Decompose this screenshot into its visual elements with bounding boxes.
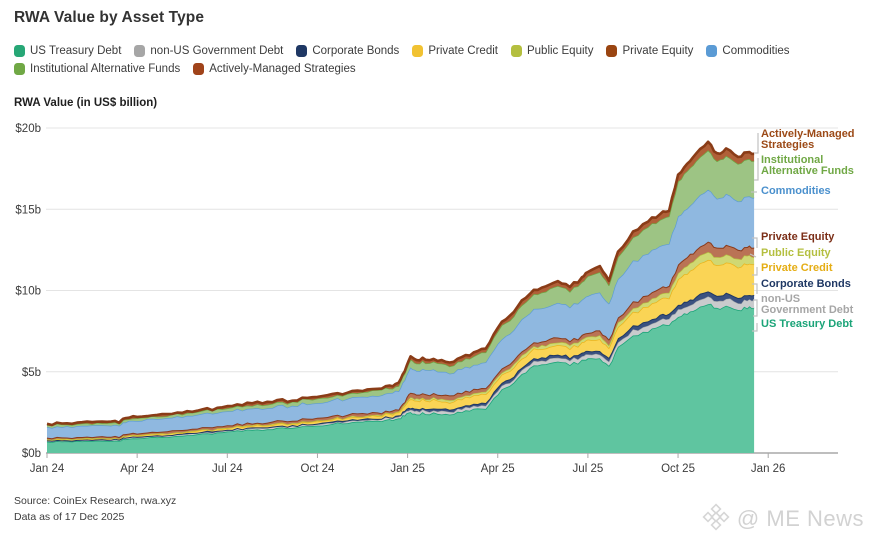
legend-item: Private Equity (606, 45, 693, 57)
x-tick-label: Oct 25 (661, 463, 695, 475)
label-leader-line (754, 133, 759, 154)
source-note: Source: CoinEx Research, rwa.xyz (14, 495, 177, 507)
legend-color-swatch (14, 45, 25, 57)
series-label-private-credit: Private Credit (761, 262, 833, 274)
series-label-corporate-bonds: Corporate Bonds (761, 278, 851, 290)
series-label-public-equity: Public Equity (761, 247, 831, 259)
y-tick-label: $20b (15, 123, 41, 135)
legend-item-label: non-US Government Debt (150, 45, 284, 57)
series-label-us-treasury-debt: US Treasury Debt (761, 318, 853, 330)
x-tick-label: Jan 25 (390, 463, 425, 475)
legend-color-swatch (510, 45, 522, 57)
label-leader-line (753, 299, 758, 317)
x-tick-label: Apr 25 (481, 463, 515, 475)
legend-item-label: Public Equity (526, 45, 594, 57)
legend-color-swatch (606, 45, 618, 57)
legend-color-swatch (412, 45, 424, 57)
legend-color-swatch (134, 45, 146, 57)
legend-item: Commodities (706, 45, 790, 57)
legend-item: non-US Government Debt (134, 45, 283, 57)
legend-color-swatch (193, 63, 205, 75)
y-tick-label: $10b (15, 286, 41, 298)
label-leader-line (754, 158, 759, 181)
chart-title: RWA Value by Asset Type (14, 9, 205, 26)
series-label-private-equity: Private Equity (761, 231, 835, 243)
label-leader-line (752, 267, 758, 276)
legend-item: US Treasury Debt (14, 45, 121, 57)
series-label-actively-managed-strategies: Actively-Managed Strategies (761, 128, 855, 151)
legend-item-label: Corporate Bonds (312, 45, 400, 57)
legend-item: Institutional Alternative Funds (14, 63, 180, 75)
area-public-equity (47, 252, 755, 440)
x-tick-label: Apr 24 (120, 463, 154, 475)
x-tick-label: Jan 26 (751, 463, 786, 475)
x-tick-label: Jul 24 (212, 463, 243, 475)
legend-row: Institutional Alternative Funds Actively-… (14, 60, 860, 78)
label-leader-line (752, 283, 758, 294)
legend-item-label: Private Credit (428, 45, 498, 57)
area-private-equity (47, 241, 755, 440)
legend-row: US Treasury Debt non-US Government Debt Co… (14, 42, 860, 60)
y-tick-label: $5b (22, 367, 41, 379)
legend-item-label: Private Equity (622, 45, 694, 57)
x-tick-label: Jul 25 (573, 463, 604, 475)
y-axis-title: RWA Value (in US$ billion) (14, 97, 158, 109)
legend-color-swatch (14, 63, 25, 75)
label-leader-line (752, 323, 758, 332)
legend-item-label: US Treasury Debt (30, 45, 122, 57)
area-non-us-government-debt (47, 296, 755, 443)
series-label-commodities: Commodities (761, 185, 831, 197)
series-label-institutional-alternative-funds: Institutional Alternative Funds (761, 154, 854, 177)
legend-item-label: Commodities (722, 45, 790, 57)
area-private-credit (47, 259, 755, 441)
y-tick-label: $0b (22, 448, 41, 460)
legend-color-swatch (706, 45, 718, 57)
legend-color-swatch (296, 45, 308, 57)
legend: US Treasury Debt non-US Government Debt Co… (14, 42, 860, 78)
legend-item: Private Credit (412, 45, 498, 57)
watermark-text: @ ME News (736, 505, 864, 531)
legend-item: Corporate Bonds (296, 45, 399, 57)
data-asof-note: Data as of 17 Dec 2025 (14, 511, 125, 523)
legend-item-label: Actively-Managed Strategies (209, 63, 356, 75)
watermark: @ ME News (701, 501, 864, 536)
x-tick-label: Oct 24 (301, 463, 335, 475)
y-tick-label: $15b (15, 204, 41, 216)
series-label-non-us-government-debt: non-US Government Debt (761, 293, 854, 316)
area-us-treasury-debt (47, 303, 755, 453)
diamond-logo-icon (701, 502, 731, 537)
x-tick-label: Jan 24 (30, 463, 65, 475)
area-institutional-alternative-funds (47, 150, 755, 429)
legend-item-label: Institutional Alternative Funds (30, 63, 181, 75)
legend-item: Actively-Managed Strategies (193, 63, 356, 75)
legend-item: Public Equity (510, 45, 594, 57)
label-leader-line (749, 253, 757, 258)
label-leader-line (752, 237, 758, 248)
area-corporate-bonds (47, 291, 755, 441)
edge-actively-managed-strategies (46, 140, 755, 427)
